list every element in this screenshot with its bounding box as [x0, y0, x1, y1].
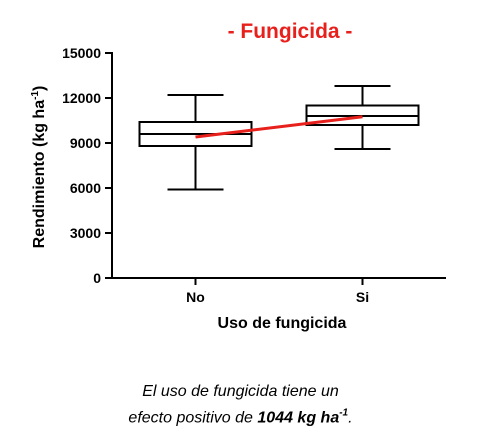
y-axis-label-close: )	[31, 86, 48, 91]
trend-line	[195, 115, 363, 139]
caption-line-2: efecto positivo de 1044 kg ha-1.	[0, 403, 481, 429]
x-tick-label: Si	[356, 289, 369, 305]
y-axis-label: Rendimiento (kg ha-1)	[30, 86, 48, 249]
y-tick-label: 6000	[70, 180, 101, 196]
box-plots	[138, 85, 420, 191]
y-tick-label: 3000	[70, 225, 101, 241]
caption-line-2-suffix: .	[348, 409, 353, 427]
x-axis-label: Uso de fungicida	[218, 315, 347, 332]
y-tick-label: 9000	[70, 135, 101, 151]
x-ticks: No Si	[186, 278, 369, 305]
caption-effect-superscript: -1	[339, 408, 349, 419]
y-axis-label-main: Rendimiento (kg ha	[31, 100, 48, 249]
y-tick-label: 12000	[62, 90, 101, 106]
box-plot	[138, 94, 253, 191]
x-tick-label: No	[186, 289, 205, 305]
y-axis-label-superscript: -1	[30, 91, 41, 100]
trend-line-group	[195, 115, 363, 139]
axes	[111, 52, 446, 279]
y-ticks: 0 3000 6000 9000 12000 15000	[62, 45, 112, 286]
chart-title: - Fungicida -	[228, 20, 353, 43]
caption-line-1: El uso de fungicida tiene un	[142, 383, 339, 400]
caption-effect-value: 1044 kg ha	[257, 409, 340, 427]
y-tick-label: 0	[93, 270, 101, 286]
caption: El uso de fungicida tiene un efecto posi…	[0, 381, 481, 429]
y-tick-label: 15000	[62, 45, 101, 61]
caption-line-2-prefix: efecto positivo de	[128, 409, 258, 427]
